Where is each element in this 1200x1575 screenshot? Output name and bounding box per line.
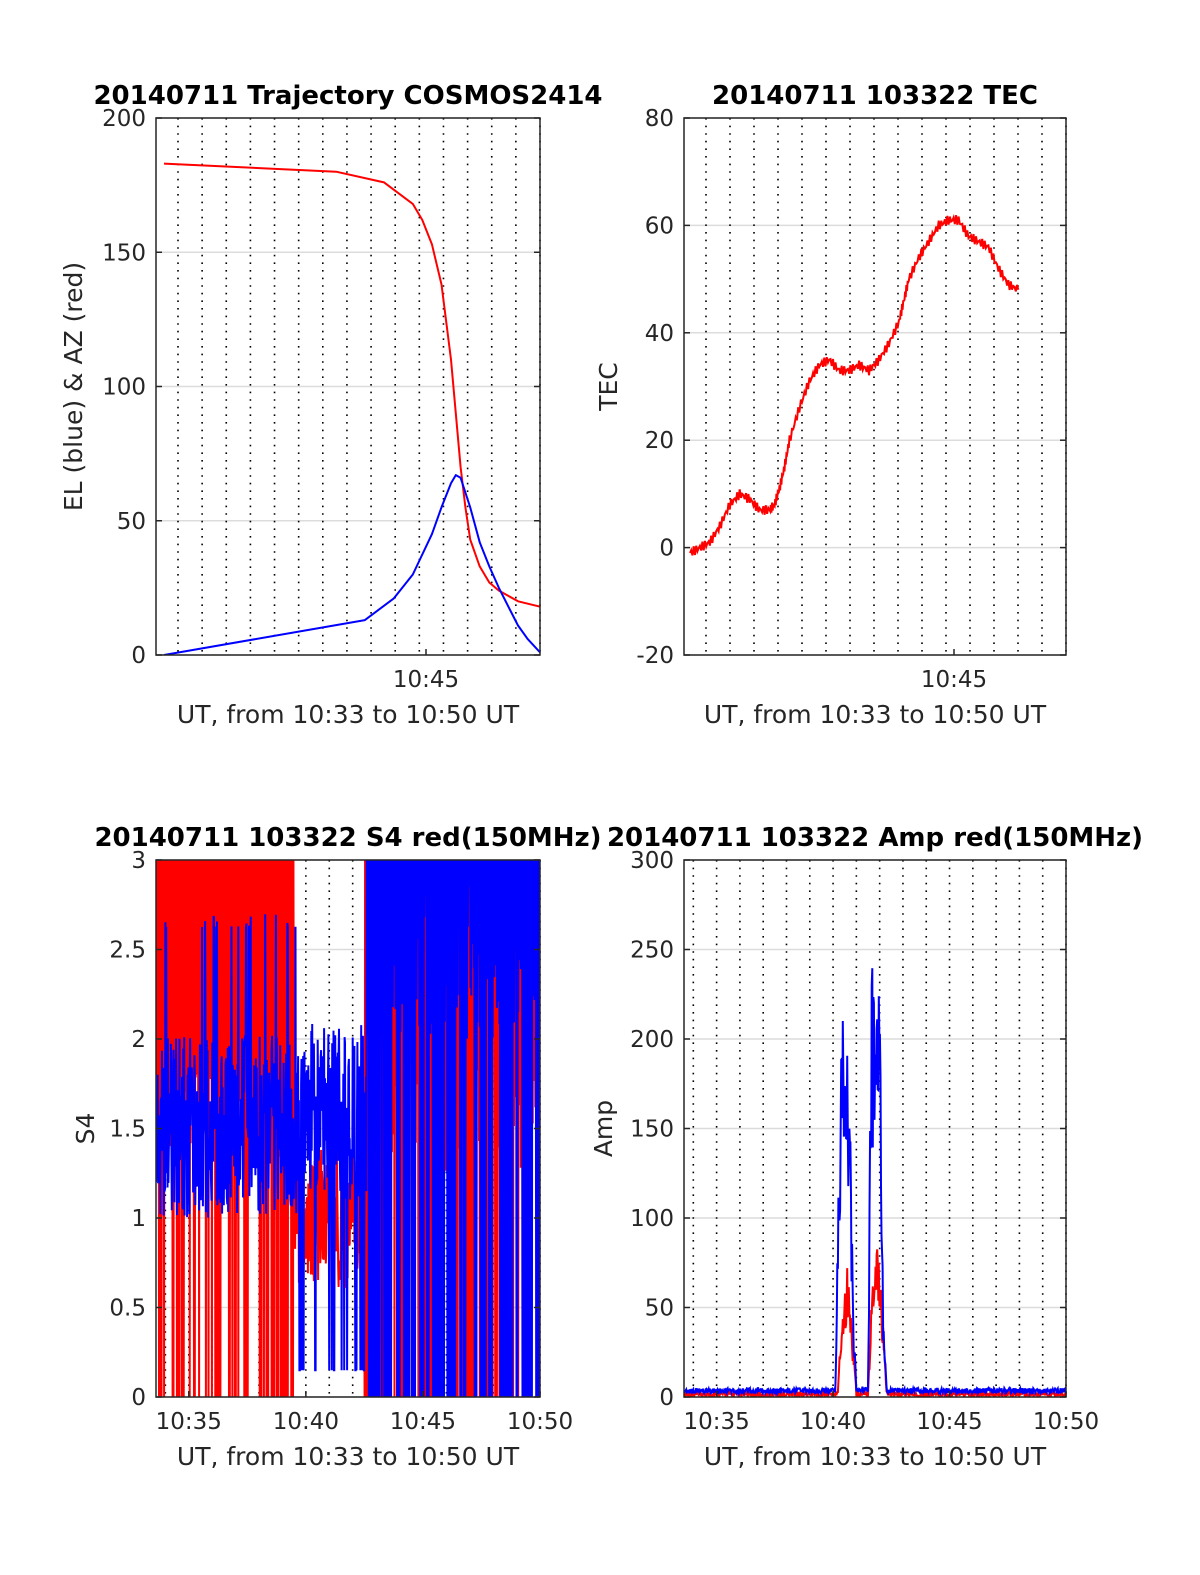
x-axis-label: UT, from 10:33 to 10:50 UT xyxy=(177,700,520,729)
y-tick-label: 1 xyxy=(131,1206,146,1232)
y-tick-label: 150 xyxy=(630,1117,674,1143)
y-tick-label: 80 xyxy=(645,106,674,132)
axes-box xyxy=(683,117,1067,656)
y-tick-label: 100 xyxy=(630,1206,674,1232)
y-tick-label: 3 xyxy=(131,848,146,874)
y-axis-label: S4 xyxy=(71,1113,100,1145)
y-tick-label: 250 xyxy=(630,938,674,964)
vertical-dotted-grid xyxy=(705,118,1067,655)
series-group xyxy=(684,968,1066,1397)
s4-chart: 0 0.5 1 1.5 2 2.5 3 10:35 10:40 10:45 10:50 2014071… xyxy=(71,823,602,1471)
az-series-line xyxy=(163,162,540,608)
y-tick-label: 40 xyxy=(645,321,674,347)
tec-series-line xyxy=(689,213,1020,556)
y-tick-label: 200 xyxy=(102,106,146,132)
trajectory-chart: 0 50 100 150 200 10:45 20140711 Trajectory COS… xyxy=(59,81,603,729)
series-group xyxy=(156,860,540,1397)
y-tick-label: 0 xyxy=(659,536,674,562)
y-axis-label: Amp xyxy=(589,1100,618,1157)
x-tick-label: 10:45 xyxy=(921,667,987,693)
y-axis-label: EL (blue) & AZ (red) xyxy=(59,262,88,511)
x-tick-label: 10:45 xyxy=(916,1409,982,1435)
x-tick-label: 10:50 xyxy=(1033,1409,1099,1435)
x-axis-label: UT, from 10:33 to 10:50 UT xyxy=(704,700,1047,729)
y-tick-label: 0 xyxy=(131,643,146,669)
chart-title: 20140711 103322 S4 red(150MHz) xyxy=(94,823,601,853)
x-tick-label: 10:40 xyxy=(800,1409,866,1435)
y-tick-label: 100 xyxy=(102,375,146,401)
x-tick-label: 10:50 xyxy=(507,1409,573,1435)
x-tick-label: 10:35 xyxy=(156,1409,222,1435)
chart-title: 20140711 103322 Amp red(150MHz) xyxy=(607,823,1143,853)
x-tick-label: 10:45 xyxy=(390,1409,456,1435)
x-axis-label: UT, from 10:33 to 10:50 UT xyxy=(177,1442,520,1471)
y-tick-label: 0.5 xyxy=(109,1296,146,1322)
y-tick-label: 150 xyxy=(102,240,146,266)
el-series-line xyxy=(163,474,540,655)
y-tick-label: -20 xyxy=(636,643,674,669)
series-group xyxy=(689,213,1020,556)
s4-series-line xyxy=(156,860,540,1397)
y-tick-label: 50 xyxy=(645,1296,674,1322)
x-tick-label: 10:35 xyxy=(683,1409,749,1435)
y-tick-label: 1.5 xyxy=(109,1117,146,1143)
y-tick-label: 0 xyxy=(131,1385,146,1411)
y-axis-label: TEC xyxy=(594,362,623,412)
chart-title: 20140711 103322 TEC xyxy=(712,81,1038,111)
x-tick-label: 10:40 xyxy=(273,1409,339,1435)
y-tick-label: 50 xyxy=(117,509,146,535)
y-tick-label: 60 xyxy=(645,213,674,239)
y-tick-label: 300 xyxy=(630,848,674,874)
tec-chart: -20 0 20 40 60 80 10:45 20140711 103322 TEC UT, … xyxy=(594,81,1067,729)
series-group xyxy=(163,162,540,655)
y-tick-label: 0 xyxy=(659,1385,674,1411)
amp-chart: 0 50 100 150 200 250 300 10:35 10:40 10:45 10:50 20… xyxy=(589,823,1143,1471)
amp-series-line xyxy=(684,968,1066,1397)
y-tick-label: 200 xyxy=(630,1027,674,1053)
x-axis-label: UT, from 10:33 to 10:50 UT xyxy=(704,1442,1047,1471)
y-tick-label: 2.5 xyxy=(109,938,146,964)
y-tick-label: 20 xyxy=(645,428,674,454)
y-tick-label: 2 xyxy=(131,1027,146,1053)
chart-title: 20140711 Trajectory COSMOS2414 xyxy=(93,81,602,111)
amp-series-line xyxy=(684,1249,1066,1397)
x-tick-label: 10:45 xyxy=(393,667,459,693)
